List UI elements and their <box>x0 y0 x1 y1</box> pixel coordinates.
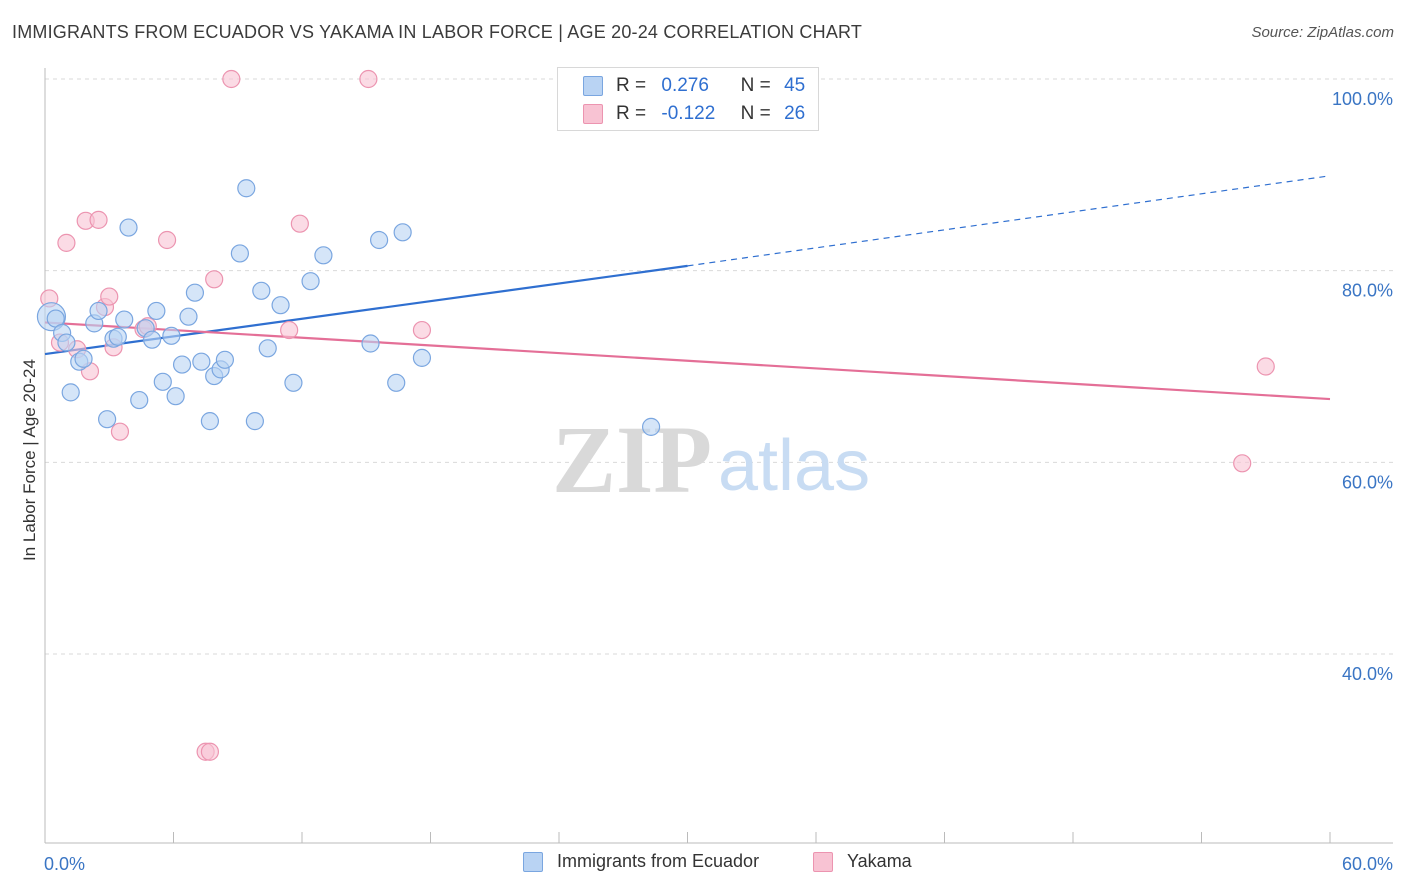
ecuador-point <box>130 390 149 410</box>
yakama-point <box>290 214 309 233</box>
yakama-point <box>280 320 299 340</box>
yakama-point <box>89 210 108 229</box>
ecuador-point <box>61 383 80 402</box>
yakama-point <box>100 287 119 306</box>
ecuador-point <box>185 283 205 302</box>
r-value: 0.276 <box>661 75 709 96</box>
ecuador-legend-swatch <box>523 851 543 872</box>
chart-title: IMMIGRANTS FROM ECUADOR VS YAKAMA IN LAB… <box>12 22 863 42</box>
ecuador-point <box>115 310 134 329</box>
ecuador-point <box>393 223 412 242</box>
yakama-point <box>1256 357 1275 376</box>
stats-legend: R = 0.276 N = 45 R = -0.122 N = 26 <box>557 67 819 131</box>
yakama-point <box>1233 454 1252 473</box>
yakama-point <box>412 320 432 340</box>
yakama-point <box>359 69 378 89</box>
source-credit: Source: ZipAtlas.com <box>1251 24 1394 41</box>
ecuador-trend-extension <box>687 175 1331 267</box>
ecuador-point <box>245 412 264 431</box>
ecuador-point <box>172 355 192 374</box>
yakama-trend-line <box>44 321 1331 401</box>
legend-label-yakama: Yakama <box>847 851 912 871</box>
y-tick-label: 80.0% <box>1342 281 1393 301</box>
axes <box>44 68 1393 844</box>
yakama-legend-swatch <box>813 851 833 872</box>
ecuador-point <box>179 307 198 326</box>
legend-item-yakama[interactable]: Yakama <box>813 851 912 872</box>
ecuador-point <box>361 334 380 353</box>
n-label: N = <box>740 75 771 96</box>
ecuador-point <box>57 333 76 352</box>
ecuador-point <box>284 373 303 392</box>
ecuador-point <box>89 301 108 321</box>
ecuador-point <box>153 372 172 391</box>
ecuador-point <box>230 244 249 263</box>
ecuador-point <box>258 339 277 358</box>
ecuador-point <box>387 373 406 392</box>
ecuador-point <box>237 179 256 198</box>
yakama-point <box>57 233 76 252</box>
ecuador-point <box>166 387 185 406</box>
tick-labels: 40.0% 60.0% 80.0% 100.0% 0.0% 60.0% <box>44 89 1393 874</box>
ecuador-point <box>252 281 271 300</box>
yakama-point <box>222 69 241 89</box>
ecuador-swatch <box>583 76 603 96</box>
watermark: ZIP atlas <box>552 406 870 513</box>
legend-label-ecuador: Immigrants from Ecuador <box>557 851 760 871</box>
watermark-zip: ZIP <box>552 406 712 513</box>
x-tick-label: 60.0% <box>1342 854 1393 874</box>
trend-lines <box>44 175 1331 401</box>
ecuador-point <box>412 348 432 367</box>
ecuador-point <box>200 412 220 431</box>
y-tick-label: 60.0% <box>1342 472 1393 492</box>
ecuador-point <box>192 352 211 371</box>
ecuador-point <box>147 301 166 321</box>
gridlines <box>45 78 1393 655</box>
ecuador-point <box>98 410 117 429</box>
watermark-atlas: atlas <box>718 426 870 506</box>
ecuador-point <box>215 350 234 369</box>
ecuador-point <box>74 349 93 368</box>
y-tick-label: 100.0% <box>1332 89 1393 109</box>
legend-item-ecuador[interactable]: Immigrants from Ecuador <box>523 851 759 872</box>
ecuador-point <box>271 296 290 315</box>
y-tick-label: 40.0% <box>1342 664 1393 684</box>
r-value: -0.122 <box>661 103 716 124</box>
ecuador-point <box>301 272 320 291</box>
ecuador-point <box>108 327 127 346</box>
data-points <box>36 69 1275 761</box>
ecuador-point <box>162 326 181 345</box>
yakama-point <box>110 422 130 441</box>
r-label: R = <box>616 75 647 96</box>
yakama-point <box>200 742 220 761</box>
n-value: 45 <box>784 75 806 96</box>
x-tick-label: 0.0% <box>44 854 85 874</box>
ecuador-point <box>142 330 162 349</box>
series-legend: Immigrants from Ecuador Yakama <box>0 851 1406 877</box>
yakama-point <box>205 270 224 289</box>
ecuador-point <box>314 246 333 265</box>
yakama-point <box>157 230 177 250</box>
ecuador-point <box>370 230 389 250</box>
ecuador-point <box>119 218 138 237</box>
ecuador-point <box>641 417 661 436</box>
r-label: R = <box>616 103 647 124</box>
n-value: 26 <box>784 103 806 124</box>
n-label: N = <box>740 103 771 124</box>
yakama-swatch <box>583 104 603 124</box>
